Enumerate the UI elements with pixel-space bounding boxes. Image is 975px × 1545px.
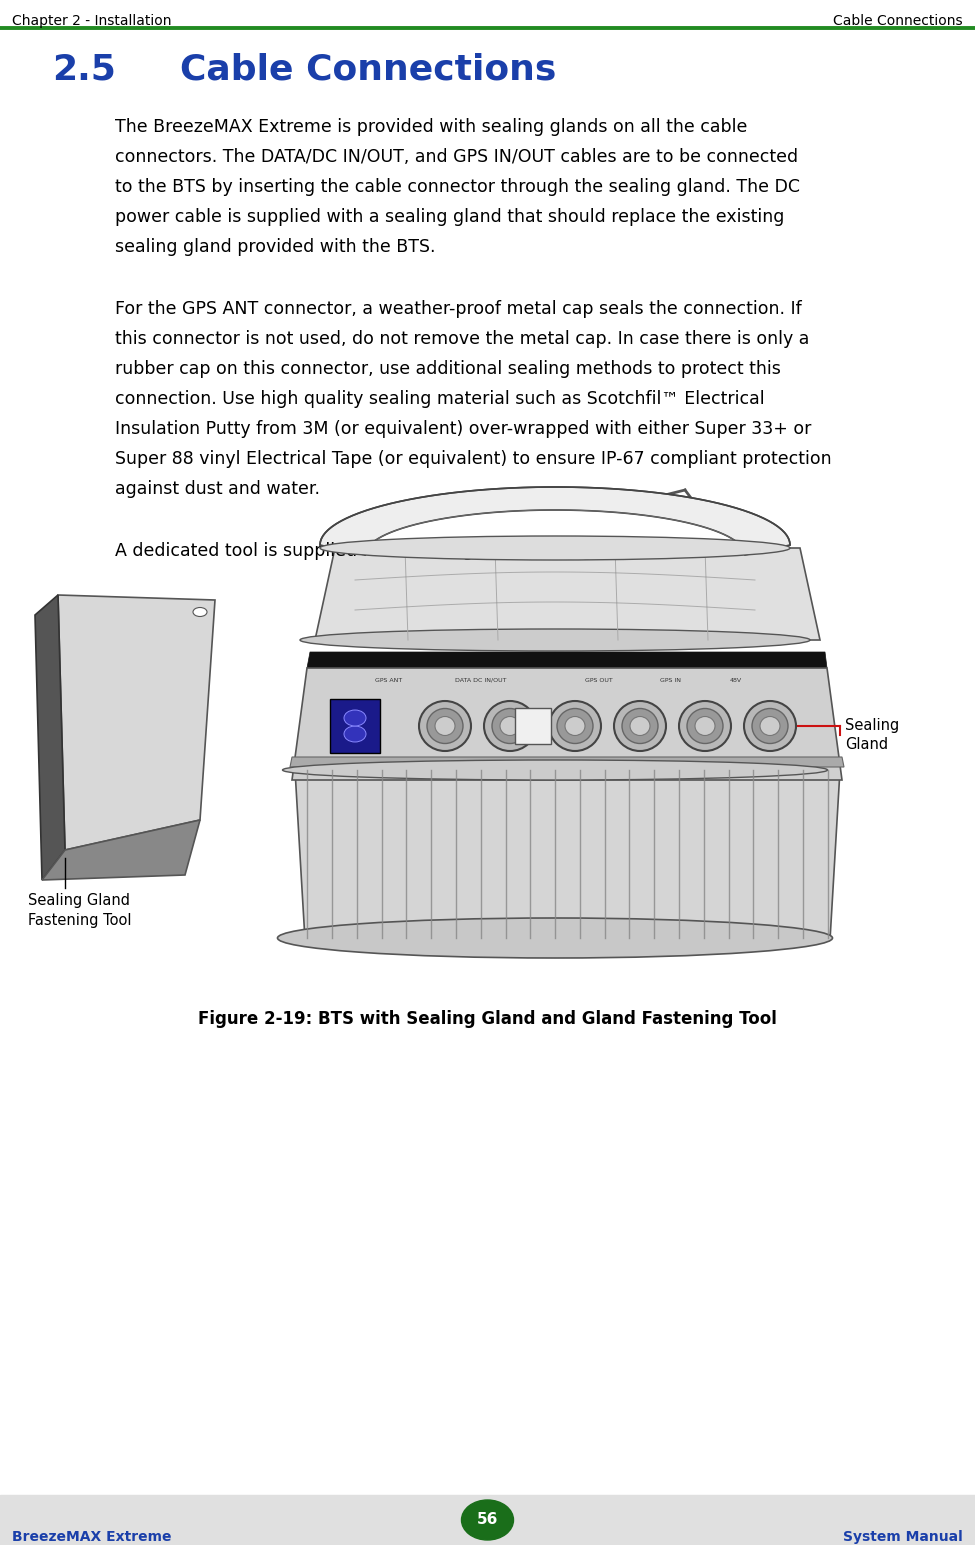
Ellipse shape xyxy=(320,536,790,559)
Text: rubber cap on this connector, use additional sealing methods to protect this: rubber cap on this connector, use additi… xyxy=(115,360,781,379)
Text: 2.5: 2.5 xyxy=(52,53,116,87)
Bar xyxy=(330,698,380,752)
Ellipse shape xyxy=(622,709,658,743)
Polygon shape xyxy=(307,652,827,667)
Ellipse shape xyxy=(435,717,455,735)
Text: Figure 2-19: BTS with Sealing Gland and Gland Fastening Tool: Figure 2-19: BTS with Sealing Gland and … xyxy=(198,1010,777,1027)
Ellipse shape xyxy=(461,1500,514,1540)
Ellipse shape xyxy=(744,701,796,751)
Text: connection. Use high quality sealing material such as Scotchfil™ Electrical: connection. Use high quality sealing mat… xyxy=(115,389,764,408)
Text: connectors. The DATA/DC IN/OUT, and GPS IN/OUT cables are to be connected: connectors. The DATA/DC IN/OUT, and GPS … xyxy=(115,148,799,165)
Text: Figure 2-19: Figure 2-19 xyxy=(587,542,685,559)
Text: GPS ANT: GPS ANT xyxy=(375,678,403,683)
Ellipse shape xyxy=(427,709,463,743)
Text: BreezeMAX Extreme: BreezeMAX Extreme xyxy=(12,1530,172,1543)
Polygon shape xyxy=(320,487,790,555)
Text: The BreezeMAX Extreme is provided with sealing glands on all the cable: The BreezeMAX Extreme is provided with s… xyxy=(115,117,748,136)
Polygon shape xyxy=(290,757,844,766)
Ellipse shape xyxy=(278,918,833,958)
Ellipse shape xyxy=(300,629,810,650)
Ellipse shape xyxy=(752,709,788,743)
Ellipse shape xyxy=(695,717,715,735)
Ellipse shape xyxy=(283,760,828,780)
Text: power cable is supplied with a sealing gland that should replace the existing: power cable is supplied with a sealing g… xyxy=(115,209,784,226)
Ellipse shape xyxy=(492,709,528,743)
Ellipse shape xyxy=(193,607,207,616)
Text: Super 88 vinyl Electrical Tape (or equivalent) to ensure IP-67 compliant protect: Super 88 vinyl Electrical Tape (or equiv… xyxy=(115,450,832,468)
Ellipse shape xyxy=(344,726,366,742)
Ellipse shape xyxy=(484,701,536,751)
Ellipse shape xyxy=(687,709,723,743)
Ellipse shape xyxy=(549,701,601,751)
Ellipse shape xyxy=(500,717,520,735)
Text: 56: 56 xyxy=(477,1513,498,1528)
Ellipse shape xyxy=(565,717,585,735)
Text: GPS OUT: GPS OUT xyxy=(585,678,612,683)
Text: Cable Connections: Cable Connections xyxy=(834,14,963,28)
Text: A dedicated tool is supplied for fastening the sealing glands (see: A dedicated tool is supplied for fasteni… xyxy=(115,542,688,559)
Text: sealing gland provided with the BTS.: sealing gland provided with the BTS. xyxy=(115,238,436,256)
Ellipse shape xyxy=(679,701,731,751)
Ellipse shape xyxy=(557,709,593,743)
Ellipse shape xyxy=(344,711,366,726)
Text: this connector is not used, do not remove the metal cap. In case there is only a: this connector is not used, do not remov… xyxy=(115,331,809,348)
Ellipse shape xyxy=(614,701,666,751)
Text: Chapter 2 - Installation: Chapter 2 - Installation xyxy=(12,14,172,28)
Text: For the GPS ANT connector, a weather-proof metal cap seals the connection. If: For the GPS ANT connector, a weather-pro… xyxy=(115,300,801,318)
Ellipse shape xyxy=(419,701,471,751)
Text: Sealing
Gland: Sealing Gland xyxy=(845,717,899,752)
Text: System Manual: System Manual xyxy=(843,1530,963,1543)
Ellipse shape xyxy=(630,717,650,735)
Text: Insulation Putty from 3M (or equivalent) over-wrapped with either Super 33+ or: Insulation Putty from 3M (or equivalent)… xyxy=(115,420,811,437)
Text: DATA DC IN/OUT: DATA DC IN/OUT xyxy=(455,678,506,683)
Polygon shape xyxy=(315,548,820,640)
Polygon shape xyxy=(58,595,215,850)
Text: ).: ). xyxy=(665,542,678,559)
Text: 48V: 48V xyxy=(730,678,742,683)
Text: GPS IN: GPS IN xyxy=(660,678,681,683)
Text: to the BTS by inserting the cable connector through the sealing gland. The DC: to the BTS by inserting the cable connec… xyxy=(115,178,800,196)
Bar xyxy=(515,708,551,745)
Polygon shape xyxy=(295,769,840,939)
Ellipse shape xyxy=(760,717,780,735)
Text: against dust and water.: against dust and water. xyxy=(115,480,320,497)
Text: Cable Connections: Cable Connections xyxy=(180,53,557,87)
Text: Sealing Gland
Fastening Tool: Sealing Gland Fastening Tool xyxy=(28,893,132,929)
Polygon shape xyxy=(292,667,842,780)
Polygon shape xyxy=(42,820,200,881)
Bar xyxy=(0,1496,975,1545)
Polygon shape xyxy=(35,595,65,881)
